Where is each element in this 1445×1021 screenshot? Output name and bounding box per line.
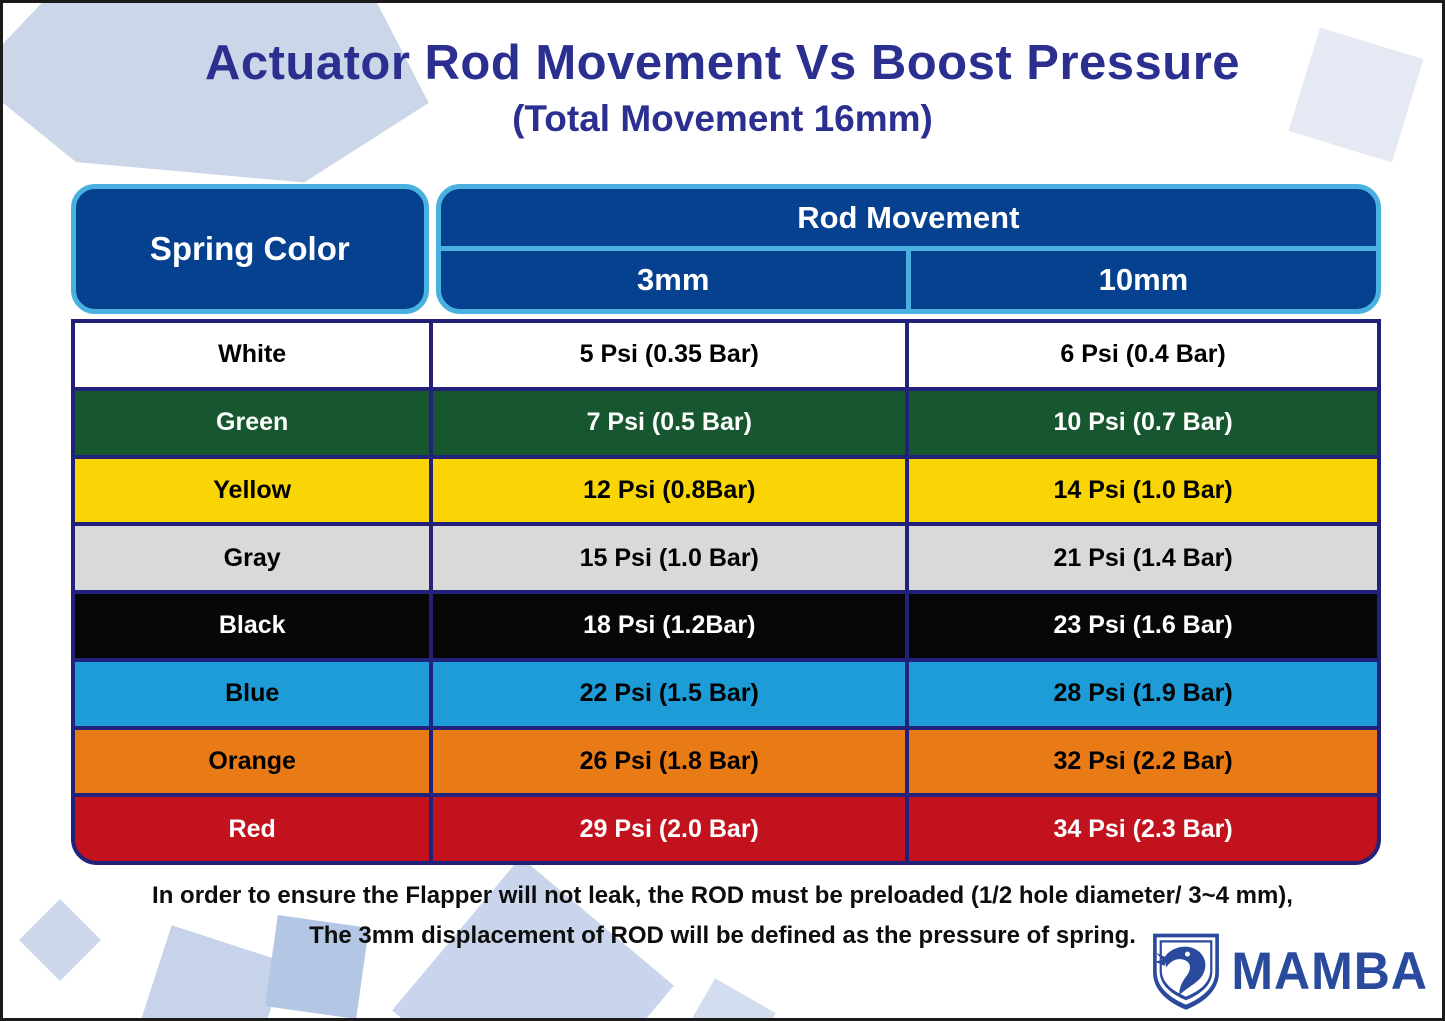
table-row: Orange 26 Psi (1.8 Bar) 32 Psi (2.2 Bar) [75, 729, 1377, 794]
brand-logo: MAMBA [1149, 930, 1428, 1012]
psi-10mm-cell: 14 Psi (1.0 Bar) [909, 458, 1377, 523]
note-line-1: In order to ensure the Flapper will not … [152, 882, 1293, 909]
psi-10mm-cell: 28 Psi (1.9 Bar) [909, 661, 1377, 726]
psi-3mm-cell: 18 Psi (1.2Bar) [433, 594, 906, 658]
psi-10mm-cell: 6 Psi (0.4 Bar) [909, 323, 1377, 387]
spring-color-cell: Blue [75, 661, 430, 726]
psi-10mm-cell: 34 Psi (2.3 Bar) [909, 797, 1377, 861]
brand-wordmark: MAMBA [1231, 941, 1428, 1001]
column-header-3mm: 3mm [441, 251, 911, 309]
title-block: Actuator Rod Movement Vs Boost Pressure … [3, 36, 1442, 140]
spring-color-cell: White [75, 323, 430, 387]
rod-movement-header: Rod Movement [440, 189, 1376, 251]
table-row: Red 29 Psi (2.0 Bar) 34 Psi (2.3 Bar) [75, 797, 1377, 861]
spring-color-cell: Gray [75, 526, 430, 590]
psi-10mm-cell: 21 Psi (1.4 Bar) [909, 526, 1377, 590]
psi-3mm-cell: 7 Psi (0.5 Bar) [433, 390, 906, 455]
psi-10mm-cell: 23 Psi (1.6 Bar) [909, 594, 1377, 658]
rod-movement-header-group: Rod Movement 3mm 10mm [435, 184, 1381, 314]
footer-notes: In order to ensure the Flapper will not … [3, 876, 1442, 956]
spring-color-cell: Black [75, 594, 430, 658]
page-title: Actuator Rod Movement Vs Boost Pressure [204, 36, 1241, 90]
psi-3mm-cell: 22 Psi (1.5 Bar) [433, 661, 906, 726]
table-row: Blue 22 Psi (1.5 Bar) 28 Psi (1.9 Bar) [75, 661, 1377, 726]
psi-3mm-cell: 12 Psi (0.8Bar) [433, 458, 906, 523]
pressure-table: Spring Color Rod Movement 3mm 10mm White… [71, 184, 1381, 865]
table-row: Gray 15 Psi (1.0 Bar) 21 Psi (1.4 Bar) [75, 526, 1377, 590]
spring-color-cell: Yellow [75, 458, 430, 523]
psi-3mm-cell: 26 Psi (1.8 Bar) [433, 729, 906, 794]
rod-movement-subheaders: 3mm 10mm [441, 251, 1376, 309]
spring-color-cell: Orange [75, 729, 430, 794]
table-row: Yellow 12 Psi (0.8Bar) 14 Psi (1.0 Bar) [75, 458, 1377, 523]
psi-10mm-cell: 10 Psi (0.7 Bar) [909, 390, 1377, 455]
spring-color-cell: Green [75, 390, 430, 455]
table-row: Black 18 Psi (1.2Bar) 23 Psi (1.6 Bar) [75, 594, 1377, 658]
psi-10mm-cell: 32 Psi (2.2 Bar) [909, 729, 1377, 794]
page-subtitle: (Total Movement 16mm) [512, 97, 933, 139]
spring-color-header: Spring Color [71, 184, 429, 314]
spring-color-cell: Red [75, 797, 430, 861]
table-row: Green 7 Psi (0.5 Bar) 10 Psi (0.7 Bar) [75, 390, 1377, 455]
table-row: White 5 Psi (0.35 Bar) 6 Psi (0.4 Bar) [75, 323, 1377, 387]
note-line-2: The 3mm displacement of ROD will be defi… [309, 922, 1136, 949]
mamba-snake-shield-icon [1153, 933, 1220, 1010]
psi-3mm-cell: 15 Psi (1.0 Bar) [433, 526, 906, 590]
psi-3mm-cell: 5 Psi (0.35 Bar) [433, 323, 906, 387]
psi-3mm-cell: 29 Psi (2.0 Bar) [433, 797, 906, 861]
table-body: White 5 Psi (0.35 Bar) 6 Psi (0.4 Bar) G… [71, 319, 1381, 865]
table-header: Spring Color Rod Movement 3mm 10mm [71, 184, 1381, 314]
column-header-10mm: 10mm [1098, 262, 1189, 297]
